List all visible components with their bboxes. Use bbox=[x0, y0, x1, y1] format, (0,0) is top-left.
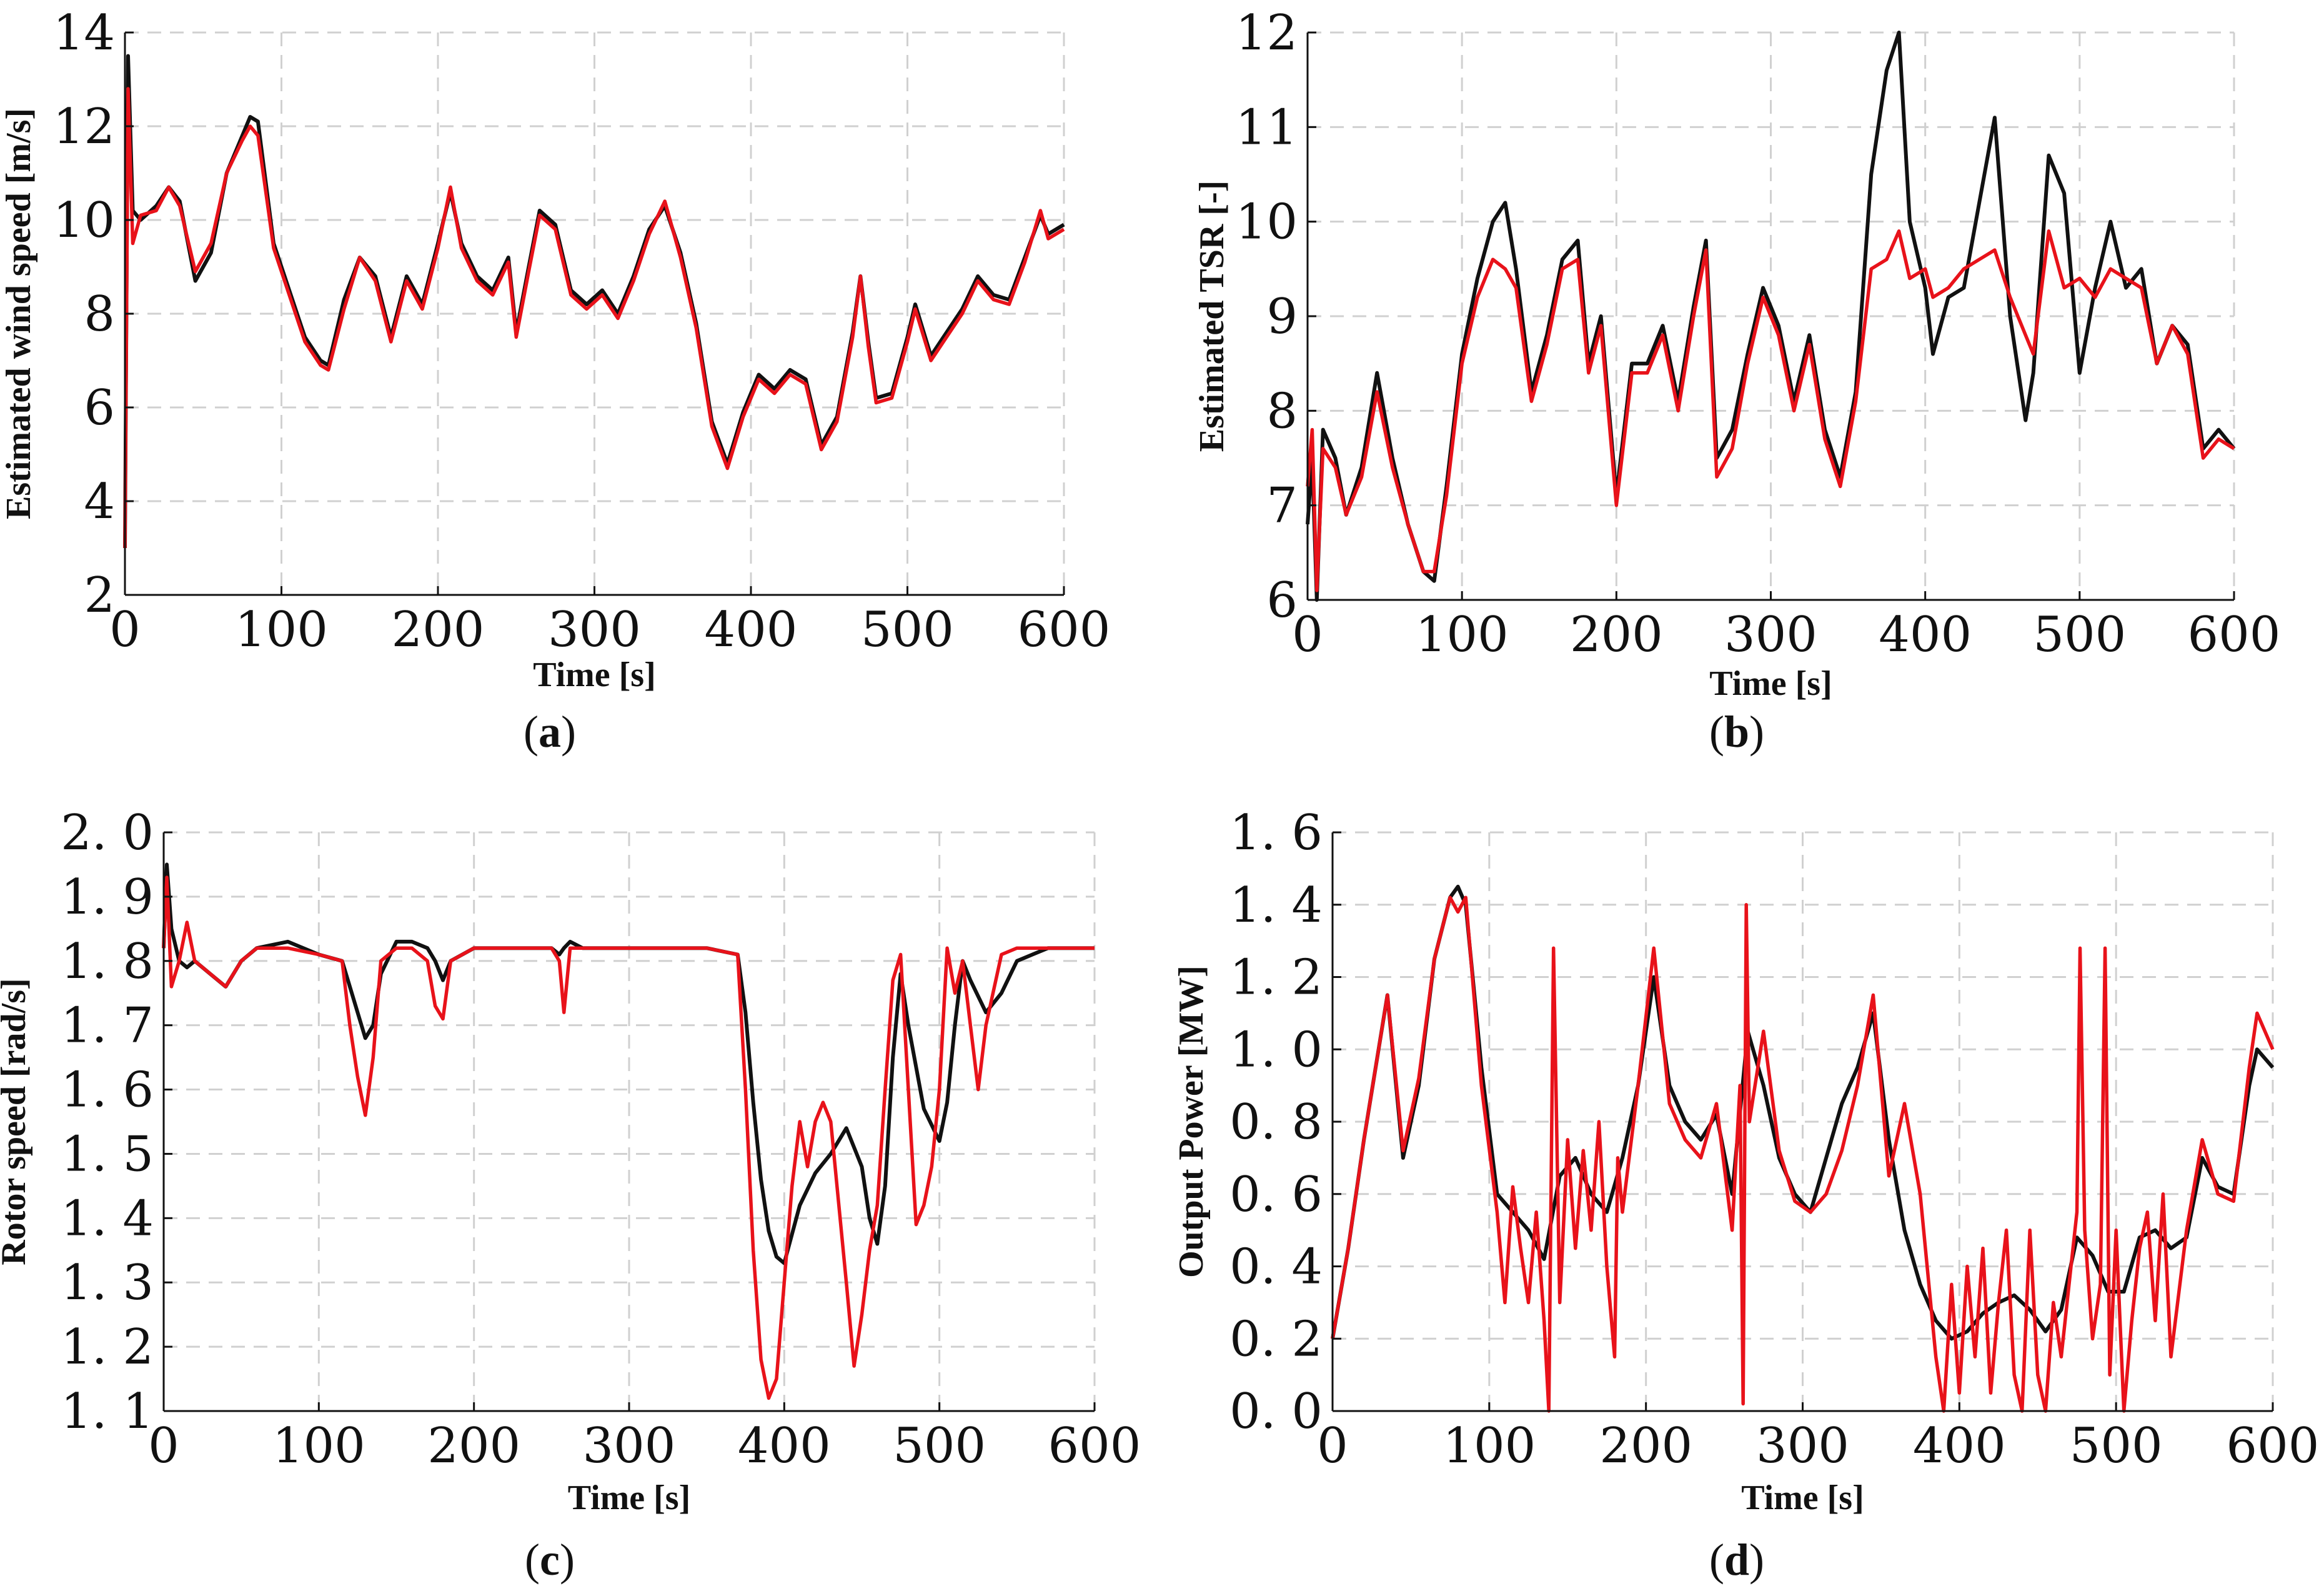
panel-c: 0 100 200 300 400 500 600 1. 1 1. 2 1. 3 1. 4 1. 5 1… bbox=[0, 805, 1141, 1585]
y-tick-label: 8 bbox=[1266, 383, 1298, 439]
series-red-line bbox=[1306, 229, 2235, 592]
y-tick-label: 2 bbox=[84, 567, 115, 624]
series-red-line bbox=[1331, 895, 2275, 1413]
y-tick-label: 1. 7 bbox=[61, 998, 154, 1054]
series-black-line bbox=[1331, 884, 2275, 1341]
panel-caption: (a) bbox=[524, 707, 576, 757]
series-red-line bbox=[162, 875, 1095, 1400]
y-tick-label: 14 bbox=[53, 5, 115, 61]
panel-b: 0 100 200 300 400 500 600 6 7 8 9 10 11 12 Time [s] Est… bbox=[1193, 5, 2280, 757]
panel-caption: (b) bbox=[1709, 707, 1764, 757]
x-tick-label: 0 bbox=[148, 1418, 179, 1474]
y-tick-label: 4 bbox=[84, 474, 115, 530]
x-tick-label: 0 bbox=[1292, 607, 1323, 663]
x-tick-label: 600 bbox=[1048, 1418, 1141, 1474]
x-tick-label: 500 bbox=[861, 602, 954, 658]
y-tick-label: 1. 6 bbox=[61, 1062, 154, 1119]
y-tick-label: 6 bbox=[84, 380, 115, 436]
y-axis-label: Estimated TSR [-] bbox=[1193, 181, 1231, 452]
y-tick-label: 1. 8 bbox=[61, 934, 154, 990]
x-axis-label: Time [s] bbox=[1709, 664, 1832, 703]
x-tick-label: 400 bbox=[705, 602, 798, 658]
y-tick-label: 0. 8 bbox=[1229, 1094, 1323, 1150]
x-tick-label: 300 bbox=[583, 1418, 676, 1474]
x-tick-label: 300 bbox=[548, 602, 641, 658]
x-tick-label: 100 bbox=[1416, 607, 1509, 663]
x-axis-label: Time [s] bbox=[533, 656, 656, 694]
series-red-line bbox=[123, 87, 1065, 549]
panel-caption: (d) bbox=[1709, 1535, 1764, 1585]
y-tick-label: 1. 9 bbox=[61, 869, 154, 925]
x-tick-label: 400 bbox=[738, 1418, 831, 1474]
y-tick-label: 10 bbox=[53, 192, 115, 249]
y-tick-label: 0. 0 bbox=[1229, 1384, 1323, 1440]
y-axis-label: Rotor speed [rad/s] bbox=[0, 978, 33, 1265]
y-tick-label: 1. 2 bbox=[1229, 950, 1323, 1006]
x-tick-label: 200 bbox=[392, 602, 485, 658]
x-tick-label: 400 bbox=[1913, 1418, 2006, 1474]
x-tick-label: 600 bbox=[2188, 607, 2281, 663]
panel-d: 0 100 200 300 400 500 600 0. 0 0. 2 0. 4 0. 6 0. 8 1… bbox=[1172, 805, 2319, 1585]
y-axis-label: Estimated wind speed [m/s] bbox=[0, 108, 38, 519]
y-tick-label: 6 bbox=[1266, 572, 1298, 629]
y-tick-label: 10 bbox=[1236, 194, 1298, 251]
x-axis-label: Time [s] bbox=[1741, 1479, 1864, 1517]
y-tick-label: 1. 3 bbox=[61, 1255, 154, 1311]
y-tick-label: 1. 5 bbox=[61, 1126, 154, 1182]
x-tick-label: 0 bbox=[109, 602, 141, 658]
x-tick-label: 100 bbox=[1443, 1418, 1536, 1474]
y-tick-label: 0. 2 bbox=[1229, 1311, 1323, 1367]
x-tick-label: 400 bbox=[1879, 607, 1972, 663]
y-tick-label: 1. 2 bbox=[61, 1319, 154, 1375]
y-tick-label: 12 bbox=[53, 99, 115, 155]
panel-a: 0 100 200 300 400 500 600 2 4 6 8 10 12 14 Time [s] Est… bbox=[0, 5, 1110, 757]
y-tick-label: 1. 1 bbox=[61, 1384, 154, 1440]
y-tick-label: 0. 6 bbox=[1229, 1167, 1323, 1223]
y-tick-label: 2. 0 bbox=[61, 805, 154, 861]
x-tick-label: 500 bbox=[2070, 1418, 2163, 1474]
x-tick-label: 500 bbox=[2033, 607, 2126, 663]
y-tick-label: 1. 4 bbox=[1229, 877, 1323, 934]
x-tick-label: 200 bbox=[427, 1418, 520, 1474]
y-tick-label: 11 bbox=[1236, 99, 1298, 156]
y-axis-label: Output Power [MW] bbox=[1172, 965, 1211, 1278]
x-tick-label: 200 bbox=[1599, 1418, 1692, 1474]
y-tick-label: 1. 4 bbox=[61, 1190, 154, 1247]
x-tick-label: 100 bbox=[235, 602, 328, 658]
x-tick-label: 100 bbox=[272, 1418, 365, 1474]
x-tick-label: 500 bbox=[893, 1418, 986, 1474]
y-tick-label: 0. 4 bbox=[1229, 1239, 1323, 1295]
y-tick-label: 9 bbox=[1266, 289, 1298, 345]
x-axis-label: Time [s] bbox=[568, 1479, 691, 1517]
y-tick-label: 1. 6 bbox=[1229, 805, 1323, 861]
series-black-line bbox=[1306, 31, 2236, 602]
x-tick-label: 600 bbox=[1018, 602, 1111, 658]
y-tick-label: 1. 0 bbox=[1229, 1022, 1323, 1078]
y-tick-label: 12 bbox=[1236, 5, 1298, 61]
y-tick-label: 7 bbox=[1266, 478, 1298, 534]
y-tick-label: 8 bbox=[84, 286, 115, 342]
x-tick-label: 300 bbox=[1756, 1418, 1849, 1474]
x-tick-label: 300 bbox=[1724, 607, 1817, 663]
x-tick-label: 600 bbox=[2227, 1418, 2320, 1474]
x-tick-label: 0 bbox=[1317, 1418, 1348, 1474]
panel-caption: (c) bbox=[525, 1535, 575, 1585]
x-tick-label: 200 bbox=[1570, 607, 1663, 663]
